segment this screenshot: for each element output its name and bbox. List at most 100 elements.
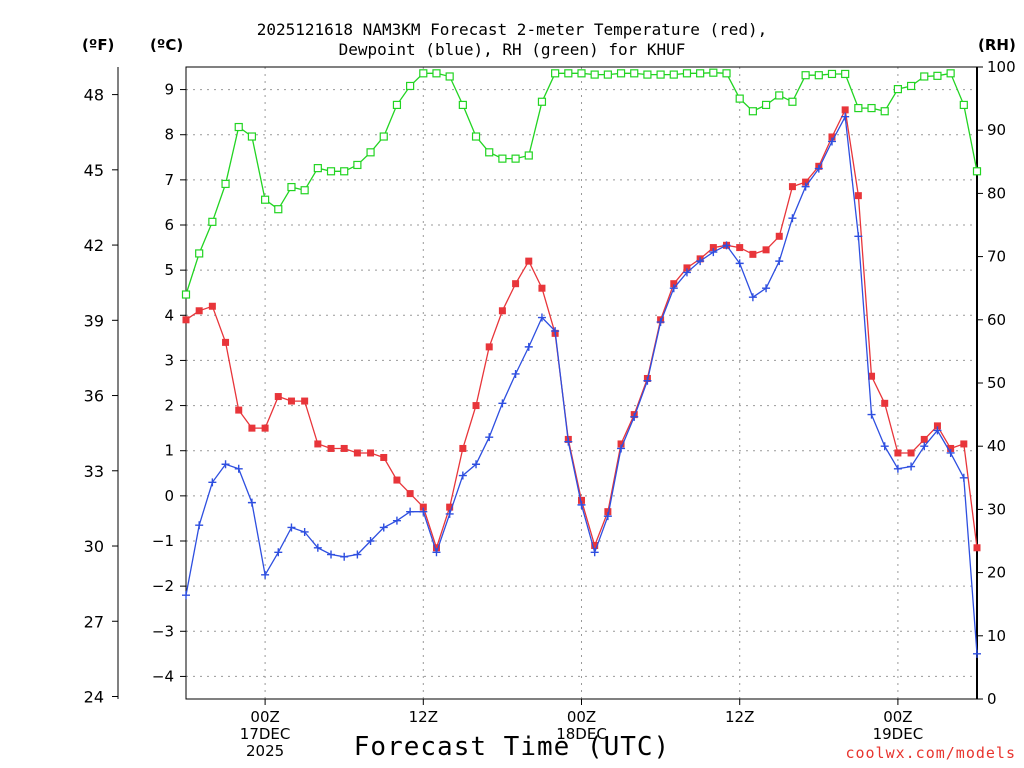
data-point — [682, 268, 691, 277]
data-point — [788, 183, 796, 191]
data-point — [340, 167, 349, 176]
data-point — [379, 132, 388, 141]
data-point — [590, 548, 599, 557]
data-point — [524, 342, 533, 351]
data-point — [867, 103, 876, 113]
data-point — [392, 100, 402, 110]
data-point — [261, 195, 270, 204]
data-point — [248, 424, 256, 432]
rh-unit-label: (RH) — [978, 36, 1016, 54]
data-point — [920, 72, 929, 81]
chart-title-line-2: Dewpoint (blue), RH (green) for KHUF — [338, 40, 686, 59]
x-tick-label: 00Z — [883, 708, 912, 726]
data-point — [537, 97, 547, 106]
data-point — [525, 257, 533, 265]
data-point — [709, 248, 718, 257]
celsius-tick-label: −3 — [152, 622, 174, 640]
data-point — [761, 100, 771, 110]
credit-link[interactable]: coolwx.com/models — [845, 744, 1016, 762]
fahrenheit-tick-label: 24 — [84, 687, 104, 706]
rh-tick-label: 70 — [987, 248, 1006, 266]
x-tick-label: 17DEC — [240, 725, 291, 743]
data-point — [630, 412, 639, 421]
data-point — [446, 503, 454, 511]
data-point — [181, 290, 191, 299]
rh-tick-label: 30 — [987, 500, 1006, 518]
data-point — [894, 449, 902, 457]
data-point — [564, 69, 573, 78]
data-point — [972, 167, 982, 176]
data-point — [748, 107, 757, 116]
data-point — [432, 548, 441, 557]
data-point — [472, 460, 481, 469]
data-point — [340, 444, 348, 452]
data-point — [736, 244, 744, 252]
data-point — [854, 232, 863, 241]
data-point — [208, 217, 217, 226]
data-point — [208, 478, 217, 487]
data-point — [393, 476, 401, 484]
data-point — [920, 435, 928, 443]
data-point — [367, 449, 375, 457]
data-point — [643, 376, 652, 385]
data-point — [775, 257, 784, 266]
data-point — [498, 399, 507, 408]
celsius-tick-label: 3 — [164, 351, 174, 369]
data-point — [841, 69, 850, 79]
fahrenheit-tick-label: 33 — [84, 462, 104, 481]
fahrenheit-tick-label: 36 — [84, 387, 104, 406]
data-point — [287, 397, 295, 405]
data-point — [827, 137, 836, 146]
x-tick-label: 12Z — [725, 708, 754, 726]
data-point — [353, 449, 361, 457]
data-point — [748, 293, 757, 302]
celsius-tick-label: −1 — [152, 532, 174, 550]
celsius-tick-label: 2 — [164, 397, 174, 415]
fahrenheit-tick-label: 39 — [84, 311, 104, 330]
data-point — [617, 444, 626, 453]
data-point — [920, 442, 929, 451]
data-point — [458, 100, 467, 110]
data-point — [432, 69, 441, 78]
x-tick-label: 12Z — [409, 708, 438, 726]
data-point — [946, 448, 955, 457]
data-point — [182, 591, 190, 600]
data-point — [880, 442, 889, 451]
data-point — [221, 460, 230, 469]
rh-tick-label: 50 — [987, 374, 1006, 392]
x-axis-label: Forecast Time (UTC) — [353, 732, 671, 762]
fahrenheit-tick-label: 48 — [84, 86, 104, 105]
rh-tick-label: 80 — [987, 184, 1006, 202]
data-point — [247, 498, 256, 507]
data-point — [287, 523, 296, 532]
data-point — [406, 507, 415, 516]
data-point — [656, 318, 665, 327]
data-point — [366, 148, 375, 157]
data-point — [511, 369, 520, 378]
fahrenheit-tick-label: 30 — [84, 537, 104, 556]
data-point — [696, 257, 705, 266]
data-point — [973, 544, 981, 552]
data-point — [313, 543, 322, 552]
data-point — [670, 280, 678, 288]
data-point — [313, 164, 322, 173]
data-point — [578, 496, 585, 504]
series-rh — [181, 68, 982, 299]
data-point — [946, 69, 955, 78]
data-point — [261, 570, 270, 579]
data-point — [261, 424, 269, 432]
data-point — [735, 94, 744, 103]
data-point — [841, 106, 849, 114]
data-point — [827, 69, 837, 79]
rh-tick-label: 20 — [987, 564, 1006, 582]
data-point — [959, 473, 968, 482]
data-point — [537, 313, 546, 322]
data-point — [814, 71, 823, 80]
data-point — [195, 521, 204, 530]
data-point — [353, 550, 362, 559]
data-point — [392, 516, 401, 525]
series-dewpoint — [182, 112, 981, 658]
data-point — [406, 81, 415, 91]
fahrenheit-tick-label: 42 — [84, 236, 104, 255]
